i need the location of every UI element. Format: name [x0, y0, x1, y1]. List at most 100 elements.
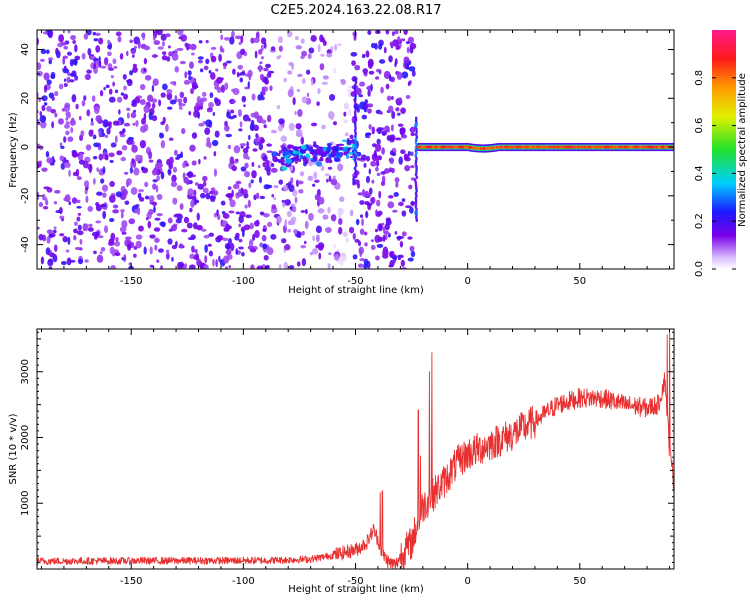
spectrogram-cell [414, 132, 418, 137]
spectrogram-cell [120, 156, 126, 162]
spectrogram-cell [106, 127, 111, 135]
spectrogram-cell [414, 119, 418, 123]
spectrogram-cell [354, 118, 358, 122]
spectrogram-cell [277, 124, 283, 132]
spectrogram-cell [338, 226, 343, 235]
spectrogram-cell [171, 178, 175, 182]
spectrogram-cell [282, 201, 286, 208]
spectrogram-cell [341, 139, 347, 142]
spectrogram-cell [76, 216, 81, 222]
spectrogram-cell [305, 69, 311, 75]
spectrogram-cell [185, 43, 190, 51]
spectrogram-cell [339, 196, 345, 203]
spectrogram-cell [354, 142, 357, 146]
spectrogram-cell [415, 188, 418, 193]
spectrogram-cell [226, 111, 231, 119]
spectrogram-cell [349, 134, 354, 140]
spectrogram-cell [202, 187, 209, 194]
spectrogram-cell [278, 118, 285, 125]
spectrogram-cell [327, 166, 333, 170]
spectrogram-cell [237, 188, 241, 197]
spectrogram-cell [161, 55, 168, 61]
spectrogram-cell [332, 67, 337, 74]
spectrogram-cell [343, 102, 350, 110]
spectrogram-cell [379, 111, 383, 115]
spectrogram-cell [204, 244, 208, 253]
spectrogram-cell [46, 105, 52, 112]
spectrogram-cell [350, 51, 358, 57]
spectrogram-cell [326, 52, 333, 58]
colorbar-tick-label: 0.6 [694, 118, 705, 134]
spectrogram-cell [378, 190, 382, 199]
spectrogram-cell [71, 94, 77, 103]
spectrogram-cell [354, 91, 357, 95]
spectrogram-cell [188, 180, 193, 185]
spectrogram-cell [160, 92, 166, 98]
spectrogram-cell [112, 58, 117, 65]
spectrogram-cell [236, 71, 240, 78]
spectrogram-cell [380, 181, 386, 187]
spectrogram-cell [62, 68, 70, 74]
spectrogram-cell [312, 248, 319, 255]
spectrogram-cell [110, 75, 115, 79]
spectrogram-cell [400, 134, 408, 139]
spectrogram-cell [259, 61, 263, 65]
spectrogram-cell [46, 236, 51, 244]
spectrogram-cell [160, 265, 163, 269]
spectrogram-cell [278, 179, 284, 185]
spectrogram-cell [123, 93, 129, 100]
spectrogram-cell [328, 93, 336, 101]
spectrogram-cell [114, 240, 121, 247]
spectrogram-cell [41, 167, 48, 172]
spectrogram-cell [390, 124, 394, 132]
spectrogram-cell [210, 55, 217, 63]
spectrogram-cell [38, 201, 44, 208]
spectrogram-cell [360, 154, 367, 161]
spectrogram-xtick-label: -150 [120, 276, 143, 287]
spectrogram-cell [414, 122, 418, 128]
spectrogram-cell [300, 155, 304, 160]
spectrogram-cell [398, 97, 403, 102]
spectrogram-cell [244, 162, 249, 169]
spectrogram-cell [197, 59, 204, 64]
spectrogram-cell [375, 76, 380, 80]
spectrogram-cell [354, 239, 360, 243]
spectrogram-cell [232, 68, 236, 75]
spectrogram-cell [263, 254, 269, 261]
spectrogram-cell [305, 154, 311, 159]
spectrogram-cell [338, 147, 344, 150]
spectrogram-cell [251, 93, 256, 101]
spectrogram-ytick-label: -40 [20, 236, 31, 252]
spectrogram-cell [296, 88, 300, 93]
spectrogram-cell [237, 64, 244, 70]
spectrogram-cell [37, 119, 40, 123]
spectrogram-cell [64, 102, 71, 109]
spectrogram-cell [301, 96, 308, 104]
spectrogram-cell [313, 171, 318, 180]
spectrogram-cell [151, 102, 156, 109]
spectrogram-cell [359, 101, 366, 110]
spectrogram-cell [223, 227, 228, 232]
spectrogram-cell [354, 163, 358, 168]
spectrogram-cell [159, 221, 166, 227]
spectrogram-cell [168, 228, 174, 232]
spectrogram-cell [135, 157, 141, 162]
spectrogram-cell [79, 238, 83, 245]
spectrogram-cell [131, 162, 135, 166]
spectrogram-cell [334, 254, 340, 261]
spectrogram-cell [165, 123, 169, 132]
spectrogram-cell [241, 95, 247, 103]
spectrogram-cell [300, 244, 307, 249]
spectrogram-cell [196, 212, 200, 221]
spectrogram-cell [45, 197, 48, 206]
spectrogram-cell [406, 46, 410, 54]
spectrogram-cell [98, 129, 102, 138]
spectrogram-cell [352, 175, 356, 184]
spectrogram-cell [375, 143, 382, 152]
spectrogram-cell [107, 241, 115, 246]
spectrogram-cell [39, 110, 43, 117]
spectrogram-cell [93, 62, 96, 70]
spectrogram-cell [270, 167, 278, 173]
spectrogram-cell [309, 251, 314, 256]
spectrogram-cell [367, 108, 372, 114]
